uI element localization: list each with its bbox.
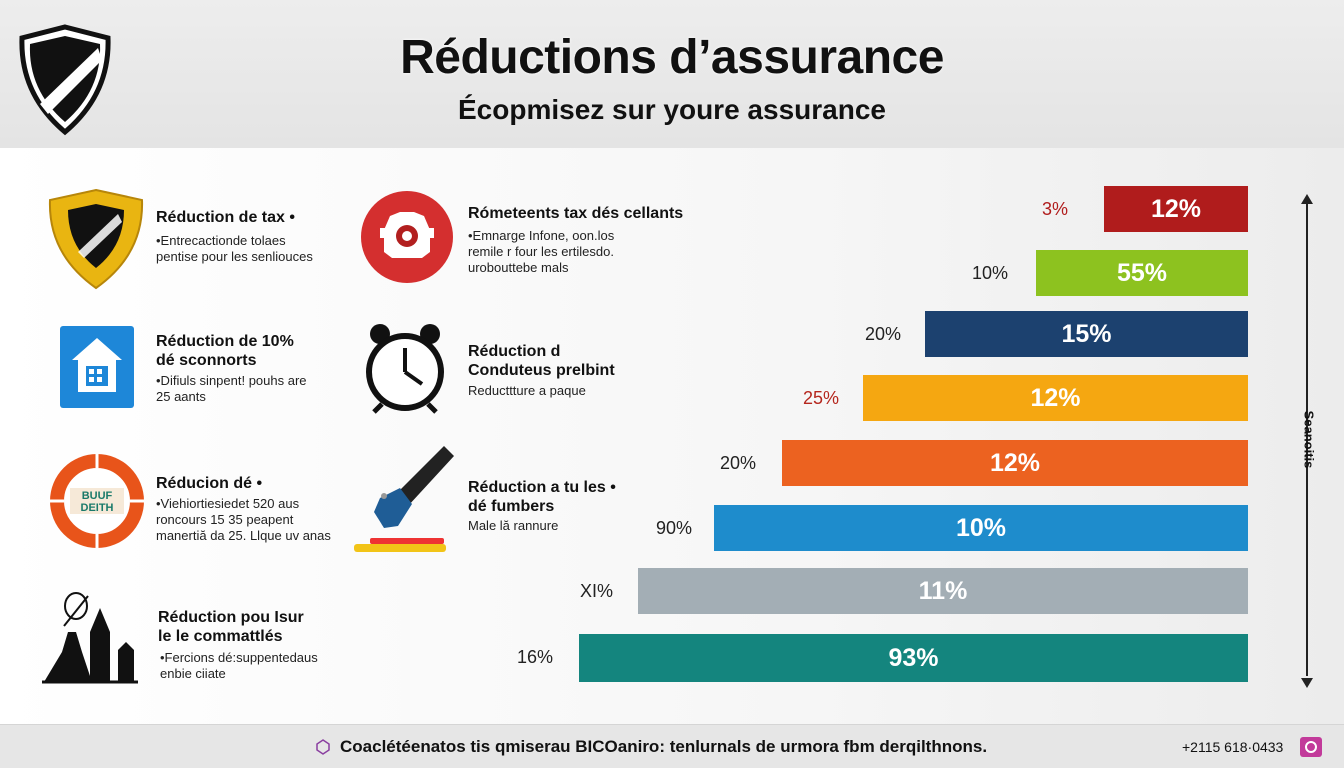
item-desc-line: Reducttture a paque — [468, 383, 586, 398]
bar-category-label: 10% — [972, 263, 1009, 283]
chart-bar: 93% — [579, 634, 1248, 682]
bar-category-label: 16% — [517, 647, 554, 667]
svg-text:BUUF: BUUF — [82, 490, 113, 502]
item-desc-line: •Fercions dé:suppentedaus — [160, 650, 318, 665]
bar-category-label: 90% — [656, 518, 693, 538]
footer: Coaclétéenatos tis qmiserau BICOaniro: t… — [0, 724, 1344, 768]
arrow-up-icon — [1301, 194, 1313, 204]
item-desc-line: •Emnarge Infone, oon.los — [468, 228, 615, 243]
bar-value-label: 15% — [1061, 319, 1112, 348]
info-icon — [316, 739, 330, 755]
item-desc-line: •Entrecactionde tolaes — [156, 233, 286, 248]
chart-bar: 12% — [782, 440, 1248, 486]
item-desc-line: manertiă da 25. Llque uv anas — [156, 528, 331, 543]
item-title: Rómeteents tax dés cellants — [468, 205, 684, 222]
bar-value-label: 12% — [1150, 194, 1202, 223]
chart-bar: 11% — [638, 568, 1248, 614]
bar-value-label: 12% — [1030, 383, 1081, 412]
monument-icon — [42, 592, 138, 684]
item-title: Réduction pou Isur le le commattlés — [158, 609, 304, 645]
flashlight-icon — [354, 446, 454, 552]
car-icon — [361, 191, 453, 283]
item-title: Réducion dé • — [156, 475, 263, 492]
chart-bar: 10% — [714, 505, 1248, 551]
bar-value-label: 10% — [955, 513, 1007, 542]
alarm-clock-icon — [366, 324, 444, 414]
item-title: Réduction de 10% dé sconnorts — [156, 333, 294, 369]
axis-label: Seanoitis — [1301, 410, 1317, 469]
bar-category-label: XI% — [580, 581, 614, 601]
bar-value-label: 12% — [989, 448, 1041, 477]
bar-category-label: 20% — [720, 453, 757, 473]
badge-icon: BUUF DEITH — [50, 454, 144, 548]
bar-category-label: 25% — [803, 388, 840, 408]
page-subtitle: Écopmisez sur youre assurance — [458, 94, 886, 125]
bar-category-label: 3% — [1042, 199, 1069, 219]
item-title: Réduction a tu les • dé fumbers — [468, 479, 616, 515]
shield-icon — [48, 188, 144, 290]
bar-value-label: 11% — [918, 576, 968, 605]
item-desc-line: 25 aants — [156, 389, 206, 404]
chart-bar: 15% — [925, 311, 1248, 357]
house-icon — [60, 326, 134, 408]
item-desc-line: roncours 15 35 peapent — [156, 512, 294, 527]
svg-text:DEITH: DEITH — [81, 502, 114, 514]
item-title: Réduction d Conduteus prelbint — [468, 343, 615, 379]
bar-value-label: 55% — [1116, 258, 1168, 287]
item-desc-line: pentise pour les senliouces — [156, 249, 313, 264]
content-area: Réduction de tax • •Entrecactionde tolae… — [0, 148, 1344, 724]
phone-icon[interactable] — [1300, 737, 1322, 757]
chart-bar: 55% — [1036, 250, 1248, 296]
item-desc-line: remile r four les ertilesdo. — [468, 244, 614, 259]
page-title: Réductions d’assurance — [400, 31, 944, 84]
footer-text: Coaclétéenatos tis qmiserau BICOaniro: t… — [340, 737, 988, 756]
item-title: Réduction de tax • — [156, 209, 295, 226]
arrow-down-icon — [1301, 678, 1313, 688]
axis-line — [1306, 204, 1308, 676]
shield-icon — [19, 24, 111, 136]
item-desc-line: •Difiuls sinpent! pouhs are — [156, 373, 307, 388]
item-desc-line: •Viehiortiesiedet 520 aus — [156, 496, 300, 511]
bar-category-label: 20% — [865, 324, 902, 344]
item-desc-line: enbie ciiate — [160, 666, 226, 681]
item-desc-line: Male lă rannure — [468, 518, 559, 533]
chart-bar: 12% — [1104, 186, 1248, 232]
header: Réductions d’assurance Écopmisez sur you… — [0, 0, 1344, 148]
item-desc-line: urobouttebe mals — [468, 260, 569, 275]
bar-value-label: 93% — [888, 643, 939, 672]
footer-phone[interactable]: +2115 618·0433 — [1182, 739, 1284, 755]
chart-bar: 12% — [863, 375, 1248, 421]
